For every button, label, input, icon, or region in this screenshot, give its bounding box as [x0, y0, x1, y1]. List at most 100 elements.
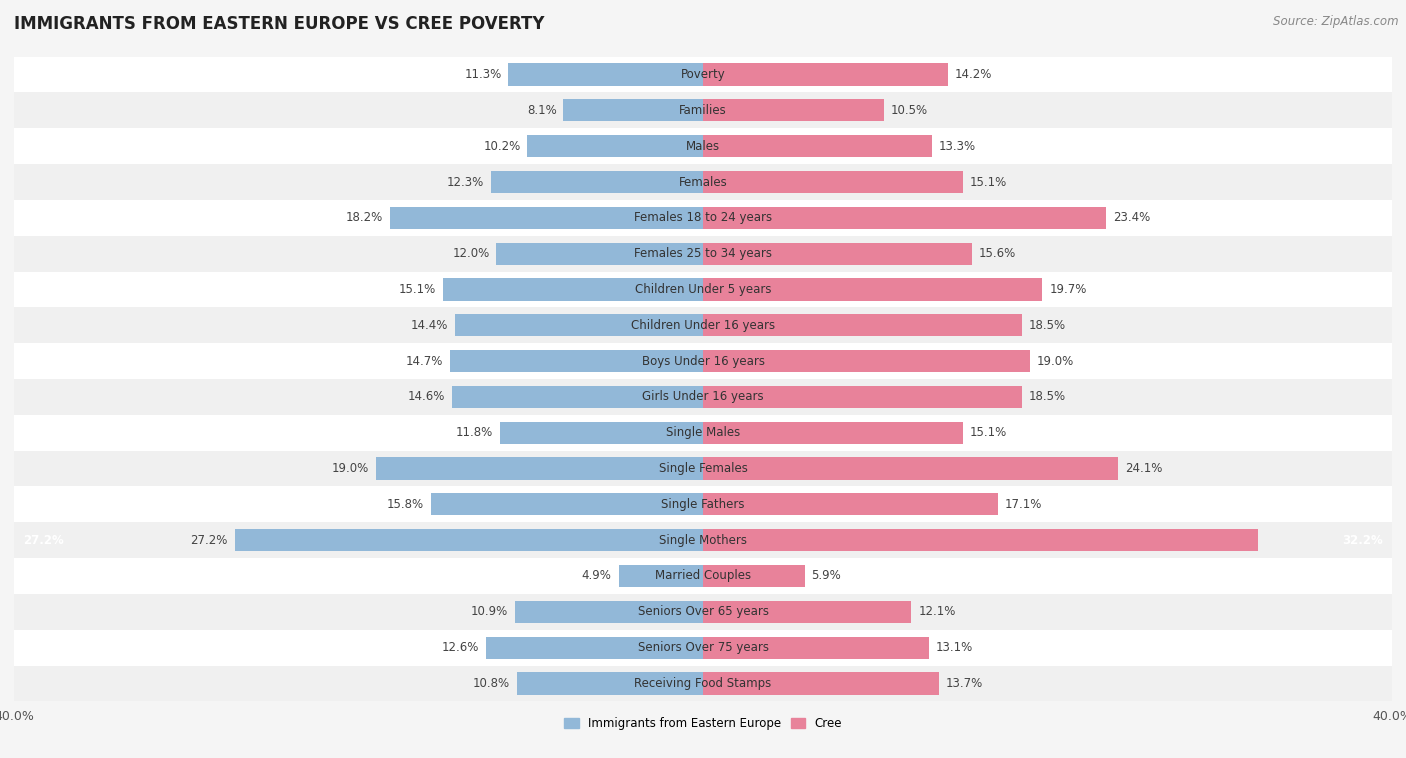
Text: 4.9%: 4.9%	[582, 569, 612, 582]
Text: Poverty: Poverty	[681, 68, 725, 81]
Text: 15.6%: 15.6%	[979, 247, 1015, 260]
Text: Seniors Over 75 years: Seniors Over 75 years	[637, 641, 769, 654]
Bar	[703, 421, 963, 444]
Text: Females 18 to 24 years: Females 18 to 24 years	[634, 211, 772, 224]
Text: 10.5%: 10.5%	[891, 104, 928, 117]
Text: 12.1%: 12.1%	[918, 606, 956, 619]
Bar	[703, 314, 1022, 337]
Bar	[703, 171, 963, 193]
Text: Single Mothers: Single Mothers	[659, 534, 747, 547]
Bar	[14, 343, 1392, 379]
Bar	[703, 278, 1042, 301]
Text: 15.8%: 15.8%	[387, 498, 425, 511]
Text: Families: Families	[679, 104, 727, 117]
Bar	[703, 529, 1257, 551]
Bar	[499, 421, 703, 444]
Bar	[14, 379, 1392, 415]
Bar	[456, 314, 703, 337]
Text: Single Males: Single Males	[666, 426, 740, 439]
Text: 19.0%: 19.0%	[332, 462, 368, 475]
Text: 13.7%: 13.7%	[946, 677, 983, 690]
Bar	[564, 99, 703, 121]
Bar	[527, 135, 703, 158]
Text: 18.5%: 18.5%	[1029, 390, 1066, 403]
Bar	[703, 135, 932, 158]
Text: 27.2%: 27.2%	[190, 534, 228, 547]
Bar	[703, 457, 1118, 480]
Bar	[14, 487, 1392, 522]
Text: 5.9%: 5.9%	[811, 569, 841, 582]
Text: IMMIGRANTS FROM EASTERN EUROPE VS CREE POVERTY: IMMIGRANTS FROM EASTERN EUROPE VS CREE P…	[14, 15, 544, 33]
Text: 12.3%: 12.3%	[447, 176, 484, 189]
Text: 11.8%: 11.8%	[456, 426, 494, 439]
Text: 13.1%: 13.1%	[935, 641, 973, 654]
Text: Females 25 to 34 years: Females 25 to 34 years	[634, 247, 772, 260]
Bar	[14, 128, 1392, 164]
Text: Single Fathers: Single Fathers	[661, 498, 745, 511]
Text: Single Females: Single Females	[658, 462, 748, 475]
Text: Girls Under 16 years: Girls Under 16 years	[643, 390, 763, 403]
Bar	[14, 666, 1392, 701]
Text: 10.8%: 10.8%	[472, 677, 510, 690]
Text: 24.1%: 24.1%	[1125, 462, 1163, 475]
Bar	[14, 200, 1392, 236]
Bar	[375, 457, 703, 480]
Text: 32.2%: 32.2%	[1343, 534, 1384, 547]
Bar	[703, 99, 884, 121]
Bar	[14, 594, 1392, 630]
Text: 27.2%: 27.2%	[22, 534, 63, 547]
Bar	[515, 600, 703, 623]
Text: 14.2%: 14.2%	[955, 68, 991, 81]
Text: 15.1%: 15.1%	[970, 426, 1007, 439]
Text: Males: Males	[686, 139, 720, 152]
Bar	[703, 207, 1107, 229]
Text: Married Couples: Married Couples	[655, 569, 751, 582]
Text: 14.4%: 14.4%	[411, 319, 449, 332]
Text: 13.3%: 13.3%	[939, 139, 976, 152]
Bar	[703, 672, 939, 694]
Bar	[14, 630, 1392, 666]
Text: 10.9%: 10.9%	[471, 606, 509, 619]
Bar	[619, 565, 703, 587]
Bar	[703, 493, 997, 515]
Text: 18.2%: 18.2%	[346, 211, 382, 224]
Bar	[14, 451, 1392, 487]
Legend: Immigrants from Eastern Europe, Cree: Immigrants from Eastern Europe, Cree	[560, 713, 846, 735]
Bar	[496, 243, 703, 265]
Text: Females: Females	[679, 176, 727, 189]
Bar	[14, 57, 1392, 92]
Bar	[703, 600, 911, 623]
Bar	[703, 64, 948, 86]
Text: 11.3%: 11.3%	[464, 68, 502, 81]
Bar	[443, 278, 703, 301]
Text: 10.2%: 10.2%	[484, 139, 520, 152]
Bar	[14, 92, 1392, 128]
Text: 19.0%: 19.0%	[1038, 355, 1074, 368]
Bar	[14, 271, 1392, 307]
Bar	[491, 171, 703, 193]
Text: Children Under 16 years: Children Under 16 years	[631, 319, 775, 332]
Bar	[14, 415, 1392, 451]
Bar	[703, 386, 1022, 408]
Bar	[486, 637, 703, 659]
Bar	[509, 64, 703, 86]
Bar	[14, 307, 1392, 343]
Text: 15.1%: 15.1%	[970, 176, 1007, 189]
Bar	[235, 529, 703, 551]
Text: Boys Under 16 years: Boys Under 16 years	[641, 355, 765, 368]
Bar	[14, 558, 1392, 594]
Bar	[703, 243, 972, 265]
Bar	[389, 207, 703, 229]
Bar	[517, 672, 703, 694]
Bar	[14, 522, 1392, 558]
Text: 8.1%: 8.1%	[527, 104, 557, 117]
Text: 12.0%: 12.0%	[453, 247, 489, 260]
Bar	[451, 386, 703, 408]
Text: Children Under 5 years: Children Under 5 years	[634, 283, 772, 296]
Text: Seniors Over 65 years: Seniors Over 65 years	[637, 606, 769, 619]
Text: Receiving Food Stamps: Receiving Food Stamps	[634, 677, 772, 690]
Text: 15.1%: 15.1%	[399, 283, 436, 296]
Text: Source: ZipAtlas.com: Source: ZipAtlas.com	[1274, 15, 1399, 28]
Text: 19.7%: 19.7%	[1049, 283, 1087, 296]
Bar	[430, 493, 703, 515]
